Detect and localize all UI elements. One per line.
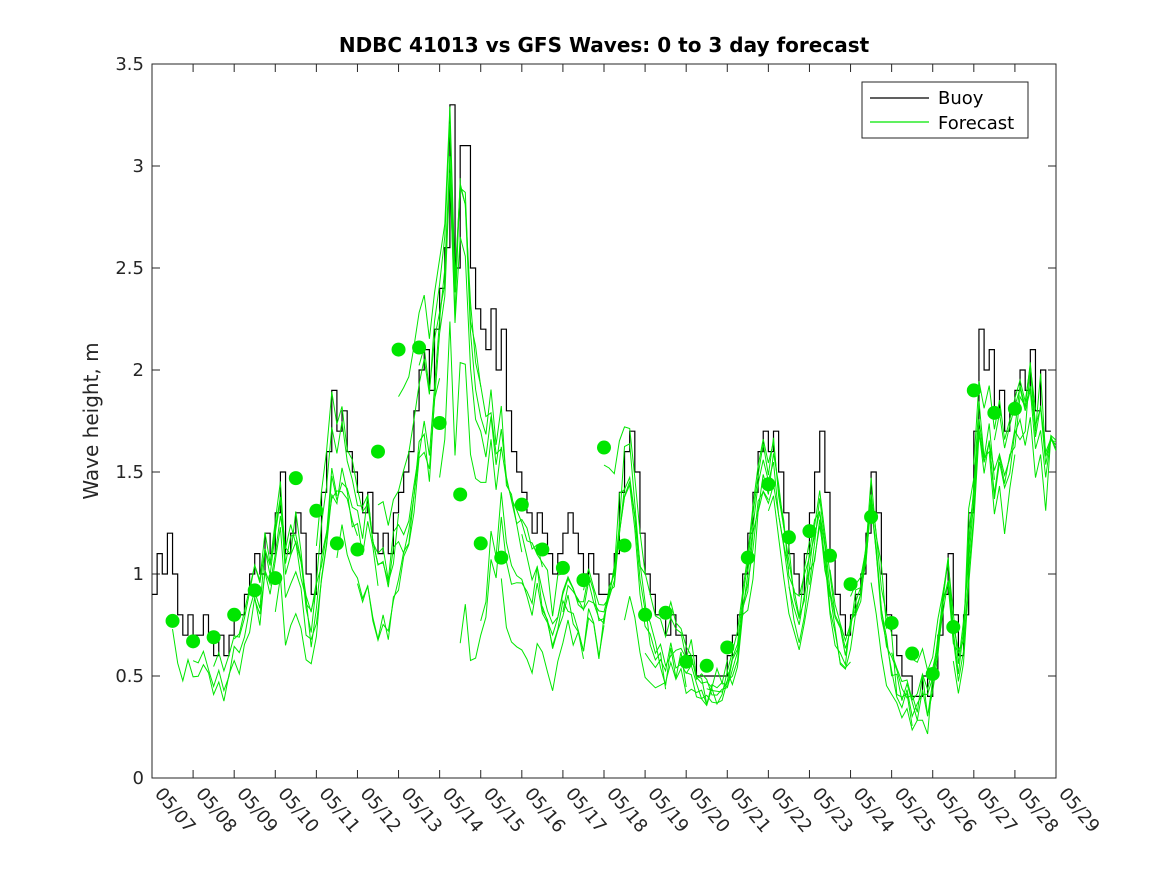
forecast-marker: [761, 477, 776, 492]
forecast-marker: [165, 613, 180, 628]
forecast-line: [459, 516, 584, 662]
forecast-line: [315, 378, 441, 588]
forecast-marker: [453, 487, 468, 502]
y-tick-label: 1.5: [115, 462, 144, 483]
y-tick-label: 1: [133, 564, 144, 585]
forecast-line: [603, 426, 728, 689]
forecast-marker: [987, 405, 1002, 420]
forecast-line: [172, 515, 297, 702]
forecast-marker: [227, 607, 242, 622]
forecast-marker: [206, 630, 221, 645]
forecast-marker: [247, 583, 262, 598]
legend: Buoy Forecast: [861, 81, 1029, 139]
forecast-marker: [391, 342, 406, 357]
y-tick-label: 2: [133, 360, 144, 381]
forecast-marker: [473, 536, 488, 551]
forecast-marker: [309, 503, 324, 518]
forecast-marker: [823, 548, 837, 563]
forecast-line: [254, 467, 379, 641]
forecast-line: [973, 365, 1056, 465]
forecast-marker: [329, 536, 344, 551]
forecast-line: [398, 106, 523, 553]
forecast-line: [993, 388, 1056, 478]
forecast-line: [336, 173, 461, 640]
forecast-line: [1014, 417, 1056, 511]
forecast-marker: [494, 550, 509, 565]
forecast-marker: [720, 640, 735, 655]
y-axis-label: Wave height, m: [79, 342, 103, 499]
y-tick-label: 3.5: [115, 54, 144, 75]
forecast-line: [788, 490, 913, 726]
forecast-marker: [679, 654, 694, 669]
forecast-marker: [699, 658, 714, 673]
y-tick-label: 0.5: [115, 666, 144, 687]
forecast-line: [686, 453, 810, 704]
forecast-marker: [1007, 401, 1022, 416]
plot-area: [151, 63, 1057, 779]
forecast-line: [377, 123, 502, 526]
buoy-line: [152, 104, 1051, 697]
forecast-marker: [638, 607, 653, 622]
forecast-marker: [802, 524, 817, 539]
forecast-marker: [843, 577, 858, 592]
forecast-marker: [514, 497, 529, 512]
forecast-marker: [740, 550, 755, 565]
forecast-marker: [864, 509, 879, 524]
forecast-marker: [597, 440, 611, 455]
forecast-marker: [432, 416, 447, 431]
forecast-line: [665, 484, 790, 696]
forecast-line: [767, 477, 892, 667]
y-tick-label: 3: [133, 156, 144, 177]
forecast-line: [541, 475, 667, 690]
forecast-marker: [576, 573, 591, 588]
forecast-marker: [288, 471, 303, 486]
forecast-marker: [966, 383, 981, 398]
forecast-marker: [350, 542, 365, 557]
forecast-marker: [412, 340, 427, 355]
forecast-line: [706, 437, 831, 693]
forecast-marker: [781, 530, 796, 545]
forecast-line: [295, 421, 420, 613]
forecast-marker: [555, 560, 570, 575]
forecast-line: [809, 497, 934, 735]
plot-layer: 00.511.522.533.505/0705/0805/0905/1005/1…: [115, 54, 1103, 837]
forecast-line: [418, 172, 543, 568]
forecast-marker: [884, 615, 899, 630]
legend-label-forecast: Forecast: [938, 113, 1014, 134]
legend-label-buoy: Buoy: [938, 88, 984, 109]
forecast-line: [439, 321, 564, 617]
forecast-marker: [946, 620, 961, 635]
y-tick-label: 0: [133, 768, 144, 789]
chart-title: NDBC 41013 vs GFS Waves: 0 to 3 day fore…: [339, 33, 870, 57]
forecast-marker: [186, 634, 201, 649]
legend-box: [861, 81, 1029, 139]
forecast-marker: [535, 542, 550, 557]
forecast-marker: [268, 571, 283, 586]
y-tick-label: 2.5: [115, 258, 144, 279]
forecast-marker: [371, 444, 385, 459]
forecast-line: [644, 489, 769, 707]
forecast-marker: [617, 538, 632, 553]
forecast-marker: [905, 646, 920, 661]
forecast-marker: [658, 605, 673, 620]
forecast-marker: [925, 666, 940, 681]
